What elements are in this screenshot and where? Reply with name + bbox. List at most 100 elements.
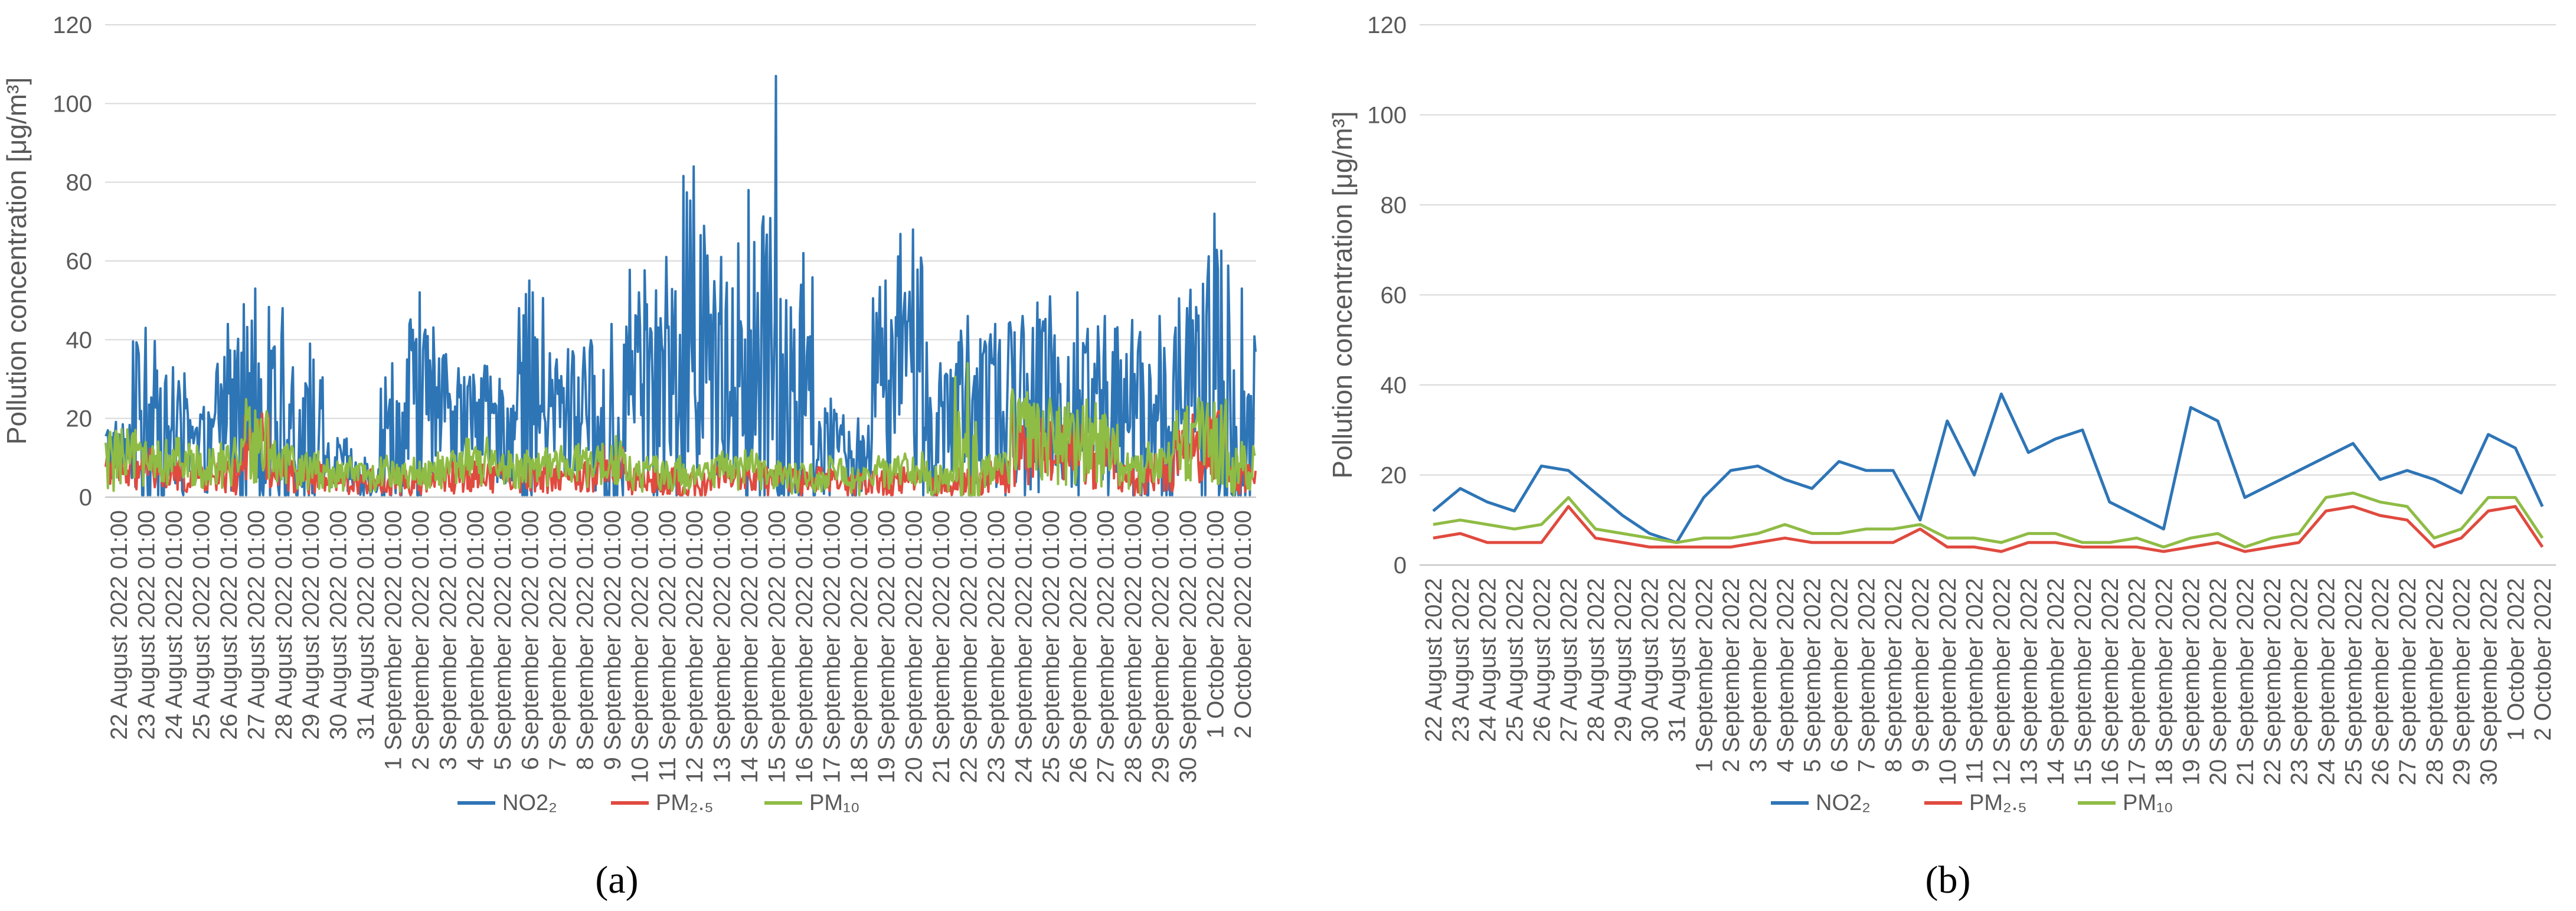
x-tick-label: 30 September 2022 [2476, 578, 2502, 785]
x-tick-label: 22 September 2022 [2260, 578, 2286, 785]
x-tick-label: 17 September 2022 [2124, 578, 2150, 785]
x-tick-label: 26 August 2022 [1529, 578, 1555, 742]
legend-label: NO2₂ [1816, 791, 1871, 815]
x-tick-label: 25 August 2022 01:00 [189, 510, 215, 740]
y-tick-label: 40 [66, 327, 93, 353]
x-tick-label: 23 August 2022 [1448, 578, 1474, 742]
y-tick-label: 60 [1381, 283, 1407, 309]
x-tick-label: 29 August 2022 01:00 [298, 510, 324, 740]
x-tick-label: 6 September 2022 01:00 [518, 510, 544, 770]
x-tick-label: 23 September 2022 [2287, 578, 2313, 785]
x-tick-label: 18 September 2022 01:00 [846, 510, 872, 783]
x-tick-label: 9 September 2022 01:00 [600, 510, 626, 770]
x-tick-label: 26 August 2022 01:00 [216, 510, 242, 740]
legend-label: PM₁₀ [809, 791, 860, 815]
x-tick-label: 16 September 2022 01:00 [792, 510, 818, 783]
x-tick-label: 10 September 2022 01:00 [627, 510, 653, 783]
y-tick-label: 0 [79, 485, 92, 511]
x-tick-label: 8 September 2022 01:00 [573, 510, 599, 770]
x-tick-label: 15 September 2022 [2070, 578, 2096, 785]
panel-label: (b) [1926, 858, 1971, 902]
y-tick-label: 120 [53, 12, 92, 38]
panel-label: (a) [595, 858, 638, 902]
x-tick-label: 27 August 2022 [1556, 578, 1582, 742]
y-tick-label: 20 [1381, 463, 1407, 489]
x-tick-label: 21 September 2022 [2232, 578, 2258, 785]
series-line-pm25 [1433, 505, 2544, 553]
x-tick-label: 27 September 2022 01:00 [1093, 510, 1119, 783]
x-tick-label: 7 September 2022 01:00 [545, 510, 571, 770]
legend: NO2₂ PM₂.₅ PM₁₀ [1771, 791, 2173, 815]
legend: NO2₂ PM₂.₅ PM₁₀ [457, 791, 860, 815]
legend-label: NO2₂ [502, 791, 557, 815]
x-tick-label: 25 September 2022 01:00 [1038, 510, 1064, 783]
series-line-pm10 [104, 362, 1257, 497]
x-tick-label: 21 September 2022 01:00 [929, 510, 954, 783]
x-tick-label: 2 September 2022 [1718, 578, 1744, 772]
chart-panel-b: 0 20 40 60 80 100 120 Pollution concentration [… [1327, 12, 2556, 902]
x-tick-label: 14 September 2022 [2043, 578, 2069, 785]
x-tick-label: 20 September 2022 01:00 [901, 510, 927, 783]
x-tick-label: 23 August 2022 01:00 [134, 510, 160, 740]
x-tick-label: 1 September 2022 [1691, 578, 1717, 772]
x-tick-label: 23 September 2022 01:00 [983, 510, 1009, 783]
x-tick-label: 4 September 2022 01:00 [463, 510, 489, 770]
y-tick-label: 80 [66, 170, 93, 196]
x-tick-label: 15 September 2022 01:00 [764, 510, 790, 783]
x-tick-label: 5 September 2022 01:00 [490, 510, 516, 770]
x-tick-label: 24 September 2022 01:00 [1011, 510, 1037, 783]
x-tick-label: 13 September 2022 01:00 [710, 510, 735, 783]
x-tick-label: 1 October 2022 [2503, 578, 2529, 741]
x-tick-label: 31 August 2022 [1664, 578, 1690, 742]
x-tick-label: 12 September 2022 [1989, 578, 2015, 785]
x-tick-label: 29 September 2022 01:00 [1148, 510, 1174, 783]
x-tick-label: 12 September 2022 01:00 [682, 510, 708, 783]
x-tick-label: 27 September 2022 [2395, 578, 2421, 785]
x-tick-label: 16 September 2022 [2097, 578, 2123, 785]
x-tick-label: 5 September 2022 [1800, 578, 1826, 772]
x-tick-label: 11 September 2022 01:00 [655, 510, 681, 782]
y-tick-label: 40 [1381, 373, 1407, 399]
x-tick-label: 9 September 2022 [1908, 578, 1934, 772]
x-tick-label: 2 October 2022 01:00 [1230, 510, 1256, 739]
series-line-pm10 [1433, 491, 2544, 548]
x-tick-label: 30 September 2022 01:00 [1175, 510, 1201, 783]
x-tick-label: 2 October 2022 [2530, 578, 2556, 741]
y-tick-label: 0 [1394, 553, 1407, 579]
x-tick-label: 6 September 2022 [1826, 578, 1852, 772]
y-tick-label: 120 [1367, 12, 1407, 38]
x-tick-label: 28 September 2022 [2422, 578, 2448, 785]
y-tick-label: 80 [1381, 192, 1407, 218]
x-tick-label: 11 September 2022 [1962, 578, 1988, 783]
x-tick-label: 26 September 2022 01:00 [1065, 510, 1091, 783]
y-tick-label: 60 [66, 249, 93, 275]
y-tick-label: 100 [53, 91, 92, 117]
x-tick-label: 1 September 2022 01:00 [381, 510, 407, 770]
x-tick-label: 22 August 2022 01:00 [106, 510, 132, 740]
x-tick-label: 30 August 2022 [1637, 578, 1663, 742]
x-tick-label: 8 September 2022 [1881, 578, 1907, 772]
x-tick-label: 29 August 2022 [1610, 578, 1636, 742]
legend-label: PM₂.₅ [656, 791, 714, 815]
x-tick-label: 2 September 2022 01:00 [408, 510, 434, 770]
x-tick-label: 3 September 2022 01:00 [435, 510, 461, 770]
legend-label: PM₁₀ [2123, 791, 2173, 815]
x-tick-label: 13 September 2022 [2016, 578, 2042, 785]
chart-panel-a: 0 20 40 60 80 100 120 Pollution concentration [… [1, 12, 1257, 902]
y-axis-label: Pollution concentration [μg/m³] [1, 77, 32, 445]
x-tick-label: 27 August 2022 01:00 [243, 510, 269, 740]
x-tick-label: 24 August 2022 [1475, 578, 1501, 742]
series-line-no2 [1432, 392, 2544, 544]
x-tick-label: 26 September 2022 [2368, 578, 2394, 785]
x-tick-label: 1 October 2022 01:00 [1202, 510, 1228, 739]
x-tick-label: 17 September 2022 01:00 [819, 510, 845, 783]
x-tick-label: 7 September 2022 [1853, 578, 1879, 772]
x-tick-label: 20 September 2022 [2205, 578, 2231, 785]
x-tick-label: 19 September 2022 [2178, 578, 2204, 785]
y-tick-label: 20 [66, 406, 93, 432]
x-tick-label: 4 September 2022 [1773, 578, 1799, 772]
y-tick-label: 100 [1367, 103, 1407, 129]
x-tick-label: 14 September 2022 01:00 [737, 510, 763, 783]
x-tick-label: 29 September 2022 [2449, 578, 2475, 785]
